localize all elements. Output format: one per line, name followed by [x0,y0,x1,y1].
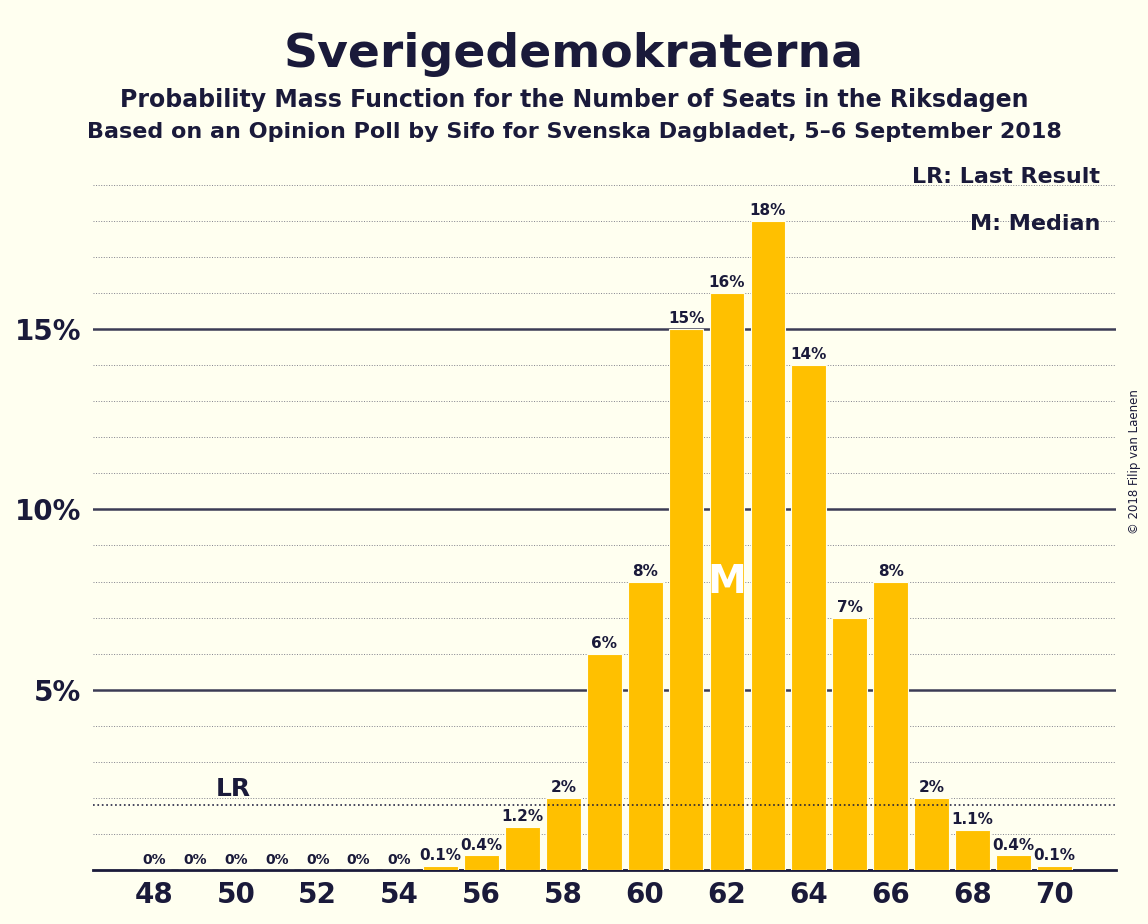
Text: 0.1%: 0.1% [1033,848,1076,863]
Bar [505,827,540,869]
Text: 14%: 14% [791,347,827,362]
Text: 0%: 0% [184,853,207,867]
Bar [668,329,704,869]
Bar [1037,867,1072,869]
Text: 0%: 0% [347,853,371,867]
Bar [587,653,621,869]
Bar [424,867,458,869]
Text: 1.2%: 1.2% [502,808,543,824]
Text: 0%: 0% [305,853,329,867]
Bar [628,581,662,869]
Text: 8%: 8% [878,564,903,578]
Text: 0%: 0% [142,853,165,867]
Text: M: M [707,563,746,601]
Text: M: Median: M: Median [970,213,1101,234]
Bar [914,797,949,869]
Text: 16%: 16% [708,275,745,290]
Text: Sverigedemokraterna: Sverigedemokraterna [284,32,864,78]
Text: 15%: 15% [668,311,704,326]
Text: Based on an Opinion Poll by Sifo for Svenska Dagbladet, 5–6 September 2018: Based on an Opinion Poll by Sifo for Sve… [86,122,1062,142]
Text: 0%: 0% [265,853,288,867]
Bar [832,617,867,869]
Text: LR: LR [216,777,250,801]
Text: 18%: 18% [750,203,786,218]
Text: 0.4%: 0.4% [992,837,1034,853]
Text: 0%: 0% [224,853,248,867]
Bar [874,581,908,869]
Bar [791,365,827,869]
Bar [464,856,499,869]
Text: 7%: 7% [837,600,862,614]
Bar [751,221,785,869]
Text: 1.1%: 1.1% [952,812,993,827]
Text: 2%: 2% [550,780,576,795]
Text: 8%: 8% [633,564,658,578]
Text: LR: Last Result: LR: Last Result [913,167,1101,187]
Text: 2%: 2% [918,780,945,795]
Bar [955,831,990,869]
Text: 0.1%: 0.1% [419,848,461,863]
Text: 0%: 0% [388,853,411,867]
Bar [996,856,1031,869]
Text: 6%: 6% [591,636,618,650]
Bar [709,293,744,869]
Text: © 2018 Filip van Laenen: © 2018 Filip van Laenen [1127,390,1141,534]
Text: Probability Mass Function for the Number of Seats in the Riksdagen: Probability Mass Function for the Number… [119,88,1029,112]
Bar [546,797,581,869]
Text: 0.4%: 0.4% [460,837,503,853]
